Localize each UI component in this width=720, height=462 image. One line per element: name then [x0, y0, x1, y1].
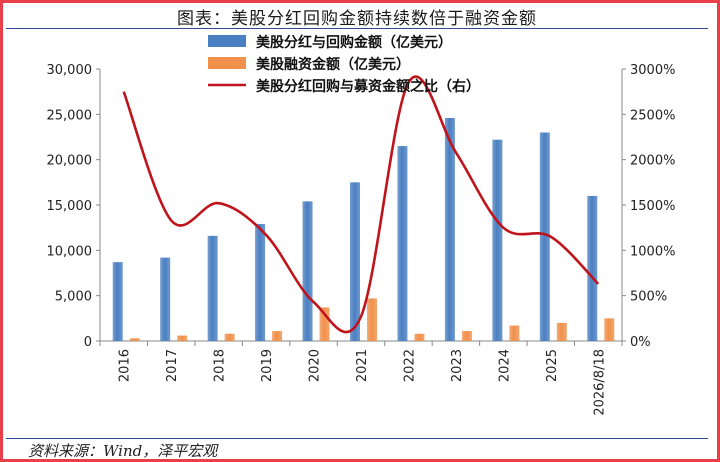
x-tick-label: 2025 [545, 349, 560, 382]
y-right-tick-label: 3000% [630, 63, 675, 78]
x-tick-label: 2020 [308, 349, 323, 382]
bar-financing [177, 335, 188, 341]
bar-financing [556, 322, 567, 341]
chart-title: 图表：美股分红回购金额持续数倍于融资金额 [177, 9, 537, 29]
y-right-tick-label: 0% [630, 335, 651, 350]
bar-financing [461, 331, 472, 341]
source-divider [6, 438, 708, 439]
y-right-tick-label: 2500% [630, 108, 675, 123]
bar-buyback [397, 146, 408, 341]
y-left-tick-label: 30,000 [47, 63, 93, 78]
bar-buyback [160, 257, 171, 341]
x-tick-label: 2018 [213, 349, 228, 382]
legend-swatch [208, 35, 246, 47]
bar-buyback [207, 235, 218, 341]
ratio-line [122, 75, 600, 334]
x-tick-label: 2023 [450, 349, 465, 382]
y-right-tick-label: 1500% [630, 199, 675, 214]
x-tick-label: 2021 [355, 349, 370, 382]
y-left-tick-label: 0 [84, 335, 92, 350]
title-divider [6, 28, 708, 29]
y-right-tick-label: 1000% [630, 244, 675, 259]
y-right-tick-label: 2000% [630, 154, 675, 169]
bar-buyback [444, 117, 455, 342]
legend-label: 美股分红与回购金额（亿美元） [256, 34, 452, 51]
bar-buyback [492, 139, 503, 341]
x-tick-label: 2022 [402, 349, 417, 382]
y-left-tick-label: 10,000 [47, 244, 93, 259]
legend-label: 美股分红回购与募资金额之比（右） [256, 78, 480, 95]
bar-buyback [255, 224, 266, 341]
bar-financing [319, 307, 330, 341]
bar-financing [604, 318, 615, 341]
source-note: 资料来源：Wind，泽平宏观 [28, 442, 218, 460]
bar-buyback [302, 201, 313, 341]
y-left-tick-label: 5,000 [55, 290, 92, 305]
bar-financing [129, 338, 140, 341]
y-right-tick-label: 500% [630, 290, 667, 305]
bar-buyback [350, 182, 360, 341]
y-left-tick-label: 20,000 [47, 154, 93, 169]
x-tick-label: 2026/8/18 [592, 349, 607, 416]
legend-swatch [208, 57, 246, 69]
bar-financing [367, 298, 377, 341]
bar-buyback [112, 262, 123, 341]
bar-buyback [587, 195, 598, 341]
x-tick-label: 2024 [497, 349, 512, 382]
y-left-tick-label: 15,000 [47, 199, 93, 214]
x-tick-label: 2019 [260, 349, 275, 382]
bar-financing [414, 333, 425, 341]
bar-financing [224, 333, 235, 341]
y-left-tick-label: 25,000 [47, 108, 93, 123]
x-tick-label: 2017 [165, 349, 180, 382]
legend-label: 美股融资金额（亿美元） [256, 56, 410, 73]
bar-financing [272, 331, 283, 341]
bar-financing [509, 325, 520, 341]
x-tick-label: 2016 [118, 349, 133, 382]
bar-buyback [539, 132, 550, 341]
